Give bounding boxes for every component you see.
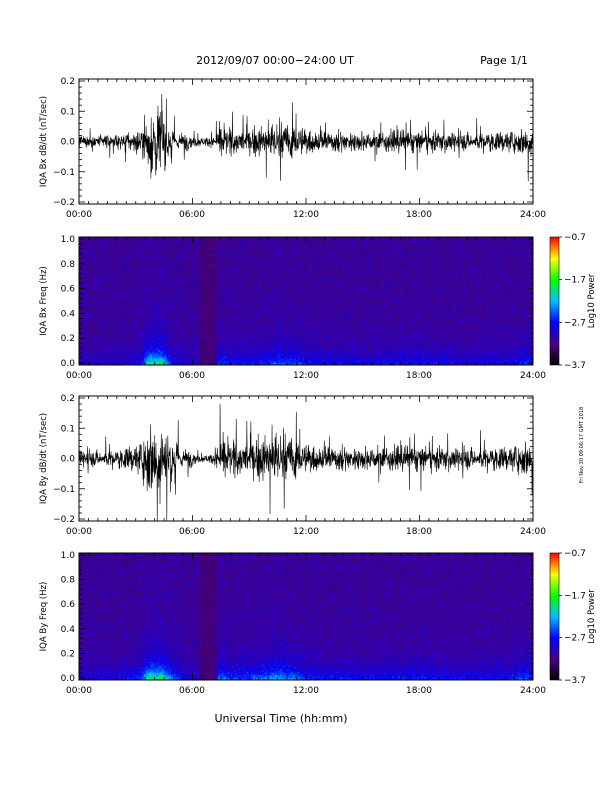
panel-bx-spectrogram: −0.7 −1.7 −2.7 −3.7 Log10 Power 00:00 06:00 12:… (39, 233, 597, 381)
y-ticks (79, 554, 533, 679)
y-tick-label: 0.6 (61, 600, 76, 610)
colorbar (549, 236, 560, 366)
x-tick-label: 12:00 (293, 371, 319, 381)
y-ticks (79, 80, 533, 203)
x-axis-title: Universal Time (hh:mm) (215, 712, 348, 725)
y-tick-label: 0.0 (61, 455, 76, 465)
y-tick-label: 1.0 (61, 551, 76, 561)
colorbar-tick-label: −0.7 (564, 549, 586, 559)
x-tick-label: 00:00 (66, 371, 92, 381)
x-tick-label: 18:00 (406, 210, 432, 220)
y-tick-label: 0.0 (61, 674, 76, 684)
x-ticks (78, 396, 534, 521)
dbdt-trace (78, 94, 534, 182)
y-tick-label: −0.2 (53, 198, 75, 208)
y-tick-label: 0.0 (61, 138, 76, 148)
dbdt-trace (78, 403, 534, 522)
colorbar-label: Log10 Power (587, 589, 597, 644)
x-tick-label: 24:00 (520, 527, 546, 537)
x-tick-label: 06:00 (179, 686, 205, 696)
colorbar-tick-label: −1.7 (564, 276, 586, 286)
panel-by-spectrogram: −0.7 −1.7 −2.7 −3.7 Log10 Power 00:00 06:00 12:… (39, 549, 597, 696)
colorbar (549, 552, 560, 681)
colorbar-tick-label: −0.7 (564, 233, 586, 243)
y-tick-label: −0.1 (53, 485, 75, 495)
x-tick-label: 24:00 (520, 371, 546, 381)
x-tick-label: 00:00 (66, 527, 92, 537)
x-tick-label: 18:00 (406, 371, 432, 381)
panel-by-dbdt: 00:00 06:00 12:00 18:00 24:00 0.2 0.1 0.0 −0.1 −0… (39, 394, 546, 537)
y-tick-label: 0.2 (61, 649, 75, 659)
colorbar-tick-label: −3.7 (564, 361, 586, 371)
colorbar-tick-label: −1.7 (564, 591, 586, 601)
x-tick-label: 12:00 (293, 686, 319, 696)
y-ticks (79, 238, 533, 364)
colorbar-tick-label: −2.7 (564, 318, 586, 328)
y-tick-label: 0.4 (61, 625, 76, 635)
y-tick-label: 0.4 (61, 309, 76, 319)
x-tick-label: 00:00 (66, 686, 92, 696)
x-tick-label: 24:00 (520, 210, 546, 220)
panel-bx-dbdt: 00:00 06:00 12:00 18:00 24:00 0.2 0.1 0.0 −0.1 −0… (39, 77, 546, 220)
x-tick-label: 12:00 (293, 210, 319, 220)
y-tick-label: 0.2 (61, 77, 75, 87)
x-tick-label: 12:00 (293, 527, 319, 537)
y-tick-label: 0.2 (61, 334, 75, 344)
spectrogram-image (79, 553, 533, 680)
colorbar-label: Log10 Power (587, 273, 597, 328)
spectrogram-image (79, 237, 533, 365)
y-ticks (79, 397, 533, 520)
y-axis-label: IQA By dB/dt (nT/sec) (39, 413, 49, 504)
y-tick-label: −0.1 (53, 168, 75, 178)
y-tick-label: 0.0 (61, 359, 76, 369)
plot-title: 2012/09/07 00:00−24:00 UT (196, 54, 354, 67)
y-tick-label: −0.2 (53, 515, 75, 525)
y-tick-label: 0.1 (61, 107, 75, 117)
x-tick-label: 18:00 (406, 686, 432, 696)
x-tick-label: 06:00 (179, 527, 205, 537)
y-tick-label: 0.1 (61, 424, 75, 434)
y-axis-label: IQA Bx Freq (Hz) (39, 266, 49, 336)
y-tick-label: 0.8 (61, 260, 76, 270)
generation-stamp: Fri Nov 30 09:06:17 GMT 2018 (579, 407, 585, 483)
colorbar-tick-label: −3.7 (564, 676, 586, 686)
x-tick-label: 00:00 (66, 210, 92, 220)
y-tick-label: 0.2 (61, 394, 75, 404)
x-ticks (78, 79, 534, 204)
x-tick-label: 24:00 (520, 686, 546, 696)
x-ticks (78, 553, 534, 680)
y-tick-label: 0.6 (61, 285, 76, 295)
x-tick-label: 06:00 (179, 371, 205, 381)
y-tick-label: 0.8 (61, 576, 76, 586)
x-ticks (78, 237, 534, 365)
x-tick-label: 06:00 (179, 210, 205, 220)
page-indicator: Page 1/1 (480, 54, 528, 67)
colorbar-tick-label: −2.7 (564, 634, 586, 644)
y-axis-label: IQA By Freq (Hz) (39, 582, 49, 652)
y-tick-label: 1.0 (61, 235, 76, 245)
y-axis-label: IQA Bx dB/dt (nT/sec) (39, 96, 49, 187)
x-tick-label: 18:00 (406, 527, 432, 537)
